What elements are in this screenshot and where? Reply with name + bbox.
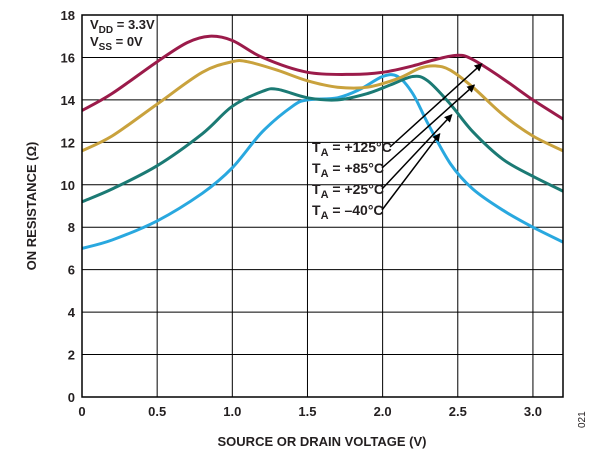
conditions-label: VDD = 3.3V VSS = 0V	[90, 17, 155, 53]
y-tick-label: 0	[68, 390, 75, 405]
legend-arrow-1	[381, 84, 476, 169]
x-tick-label: 0.5	[148, 404, 166, 419]
x-tick-label: 0	[78, 404, 85, 419]
figure-id: 021	[577, 411, 588, 428]
legend-label-3: TA = –40°C	[312, 202, 384, 222]
series-line-2	[82, 74, 563, 204]
y-tick-label: 12	[61, 135, 75, 150]
plot-frame	[81, 14, 564, 398]
legend-label-2: TA = +25°C	[312, 181, 384, 201]
legend-arrow-3	[381, 133, 441, 211]
y-tick-label: 8	[68, 220, 75, 235]
vdd-label: VDD = 3.3V	[90, 17, 155, 36]
x-tick-label: 3.0	[524, 404, 542, 419]
y-tick-label: 6	[68, 263, 75, 278]
y-tick-label: 2	[68, 348, 75, 363]
y-tick-label: 14	[61, 93, 76, 108]
vss-label: VSS = 0V	[90, 34, 143, 53]
y-tick-labels: 0 2 4 6 8 10 12 14 16 18	[61, 8, 76, 405]
y-tick-label: 16	[61, 50, 75, 65]
grid	[82, 15, 563, 397]
legend-arrow-0	[389, 63, 483, 148]
x-tick-label: 2.5	[449, 404, 467, 419]
y-axis-label: ON RESISTANCE (Ω)	[24, 142, 39, 271]
x-axis-label: SOURCE OR DRAIN VOLTAGE (V)	[218, 434, 427, 449]
legend-arrow-2	[381, 114, 453, 190]
y-tick-label: 4	[68, 305, 76, 320]
legend-label-0: TA = +125°C	[312, 139, 392, 159]
x-tick-label: 1.0	[223, 404, 241, 419]
x-tick-label: 1.5	[298, 404, 316, 419]
y-tick-label: 18	[61, 8, 75, 23]
legend-label-1: TA = +85°C	[312, 160, 384, 180]
x-tick-labels: 0 0.5 1.0 1.5 2.0 2.5 3.0	[78, 404, 542, 419]
series-line-1	[82, 59, 563, 153]
x-tick-label: 2.0	[374, 404, 392, 419]
y-tick-label: 10	[61, 178, 75, 193]
series-legend: TA = +125°CTA = +85°CTA = +25°CTA = –40°…	[312, 63, 483, 222]
